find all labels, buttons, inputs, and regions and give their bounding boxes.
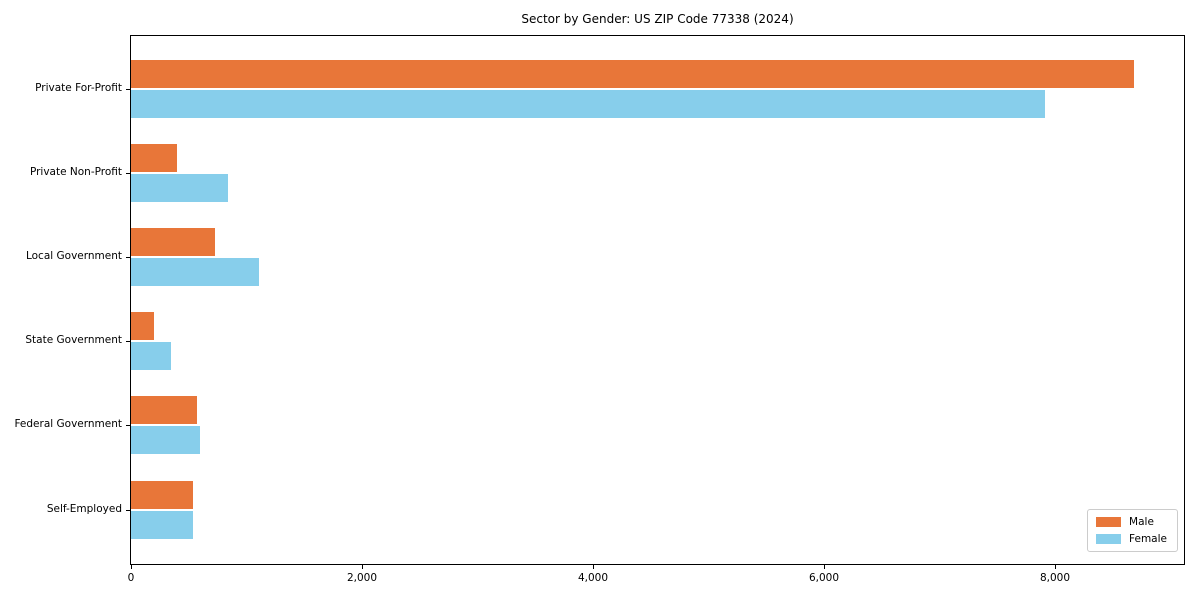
bar-male-1 (131, 60, 1134, 88)
plot-area: Male Female (130, 35, 1185, 565)
bar-male-3 (131, 228, 215, 256)
legend-entry-male: Male (1096, 516, 1167, 528)
bar-female-3 (131, 258, 259, 286)
xtick-label: 8,000 (1039, 572, 1071, 584)
male-series-swatch (1096, 517, 1122, 527)
ytick-label: Private For-Profit (35, 82, 122, 94)
bar-female-5 (131, 426, 200, 454)
legend-label-female: Female (1129, 533, 1167, 545)
ytick-label: Local Government (25, 250, 122, 262)
legend-label-male: Male (1129, 516, 1154, 528)
xtick-mark (131, 565, 132, 569)
ytick-mark (126, 89, 130, 90)
bar-male-5 (131, 396, 197, 424)
xtick-mark (362, 565, 363, 569)
xtick-label: 0 (127, 572, 135, 584)
bar-male-6 (131, 481, 193, 509)
bar-male-2 (131, 144, 177, 172)
ytick-mark (126, 257, 130, 258)
ytick-mark (126, 425, 130, 426)
ytick-mark (126, 173, 130, 174)
bar-female-1 (131, 90, 1045, 118)
ytick-mark (126, 341, 130, 342)
ytick-label: Federal Government (14, 418, 122, 430)
xtick-mark (593, 565, 594, 569)
bar-female-4 (131, 342, 171, 370)
female-series-swatch (1096, 534, 1122, 544)
ytick-label: State Government (25, 334, 122, 346)
xtick-mark (824, 565, 825, 569)
ytick-mark (126, 510, 130, 511)
xtick-label: 2,000 (346, 572, 378, 584)
bar-male-4 (131, 312, 154, 340)
chart-title: Sector by Gender: US ZIP Code 77338 (202… (521, 12, 794, 26)
legend-entry-female: Female (1096, 533, 1167, 545)
xtick-label: 4,000 (577, 572, 609, 584)
bar-female-2 (131, 174, 228, 202)
ytick-label: Self-Employed (46, 503, 122, 515)
ytick-label: Private Non-Profit (29, 166, 122, 178)
xtick-label: 6,000 (808, 572, 840, 584)
xtick-mark (1055, 565, 1056, 569)
bar-female-6 (131, 511, 193, 539)
legend: Male Female (1087, 509, 1178, 552)
